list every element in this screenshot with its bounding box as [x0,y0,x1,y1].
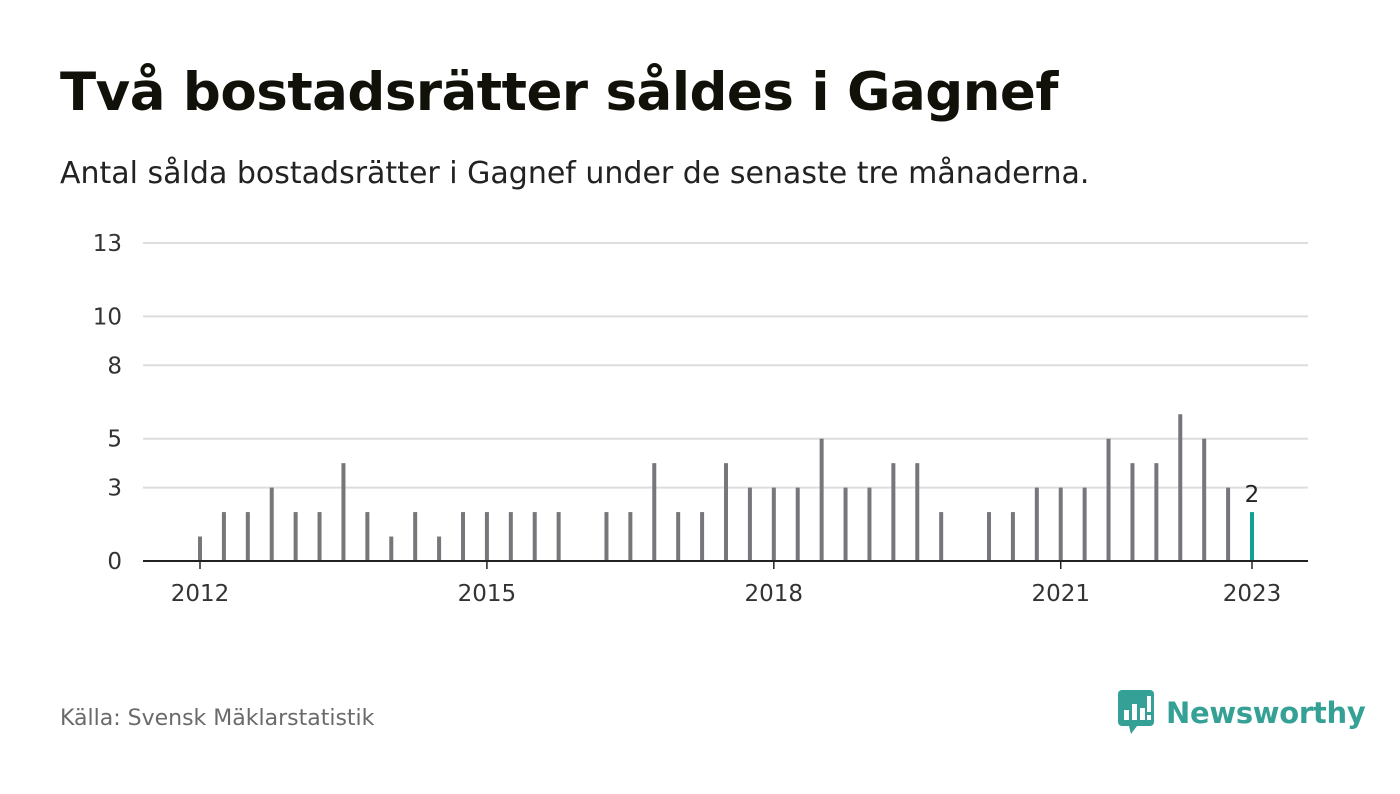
bar [389,536,394,561]
x-tick-label: 2012 [171,581,230,607]
bar [676,512,681,561]
bar [987,512,991,561]
bar [508,512,513,561]
bar [724,463,728,561]
x-tick-label: 2021 [1031,581,1090,607]
value-label: 2 [1245,482,1260,508]
x-tick-label: 2018 [745,581,804,607]
x-tick-label: 2015 [458,581,517,607]
bar [771,487,776,561]
bar [1226,487,1231,561]
bar [461,512,465,561]
bar [843,487,848,561]
bar [939,512,944,561]
bar-chart: 0 3 5 8 10 13 2012 2015 2018 2021 2023 2 [93,231,1308,607]
bar [628,512,633,561]
bars [198,414,1254,561]
bar [1010,512,1015,561]
x-tick-label: 2023 [1223,581,1282,607]
value-labels: 2 [1245,482,1260,508]
bar [556,512,561,561]
bar [413,512,418,561]
bar [269,487,274,561]
bar [867,487,872,561]
y-tick-label: 3 [107,476,122,502]
bar [915,463,920,561]
y-tick-label: 8 [107,353,122,379]
bar [1082,487,1087,561]
bar [652,463,657,561]
bar [819,438,824,561]
bar [1178,414,1183,561]
bar [341,463,346,561]
bar [747,487,752,561]
y-tick-label: 10 [93,304,122,330]
bar [1034,487,1039,561]
bar [198,536,202,561]
chart-subtitle: Antal sålda bostadsrätter i Gagnef under… [60,156,1090,191]
source-note: Källa: Svensk Mäklarstatistik [60,706,375,731]
y-tick-label: 0 [107,549,122,575]
bar [293,512,298,561]
chart-title: Två bostadsrätter såldes i Gagnef [60,62,1058,123]
y-axis-ticks: 0 3 5 8 10 13 [93,231,122,575]
bar [700,512,705,561]
bar [1058,487,1063,561]
bar [532,512,537,561]
x-axis-ticks: 2012 2015 2018 2021 2023 [171,561,1282,607]
bar [891,463,896,561]
bar [245,512,250,561]
bar [795,487,800,561]
bar [1130,463,1135,561]
bar [221,512,226,561]
bar [1202,438,1207,561]
bar [317,512,322,561]
bar [437,536,442,561]
bar [604,512,609,561]
bar [365,512,370,561]
highlight-bar [1250,512,1254,561]
y-tick-label: 5 [107,427,122,453]
bar [1106,438,1111,561]
gridlines [143,242,1308,489]
brand-logo[interactable]: Newsworthy [1118,690,1366,736]
y-tick-label: 13 [93,231,122,257]
brand-name: Newsworthy [1166,696,1366,730]
bar [1154,463,1159,561]
bar [484,512,489,561]
newsworthy-logo-icon [1118,690,1154,734]
